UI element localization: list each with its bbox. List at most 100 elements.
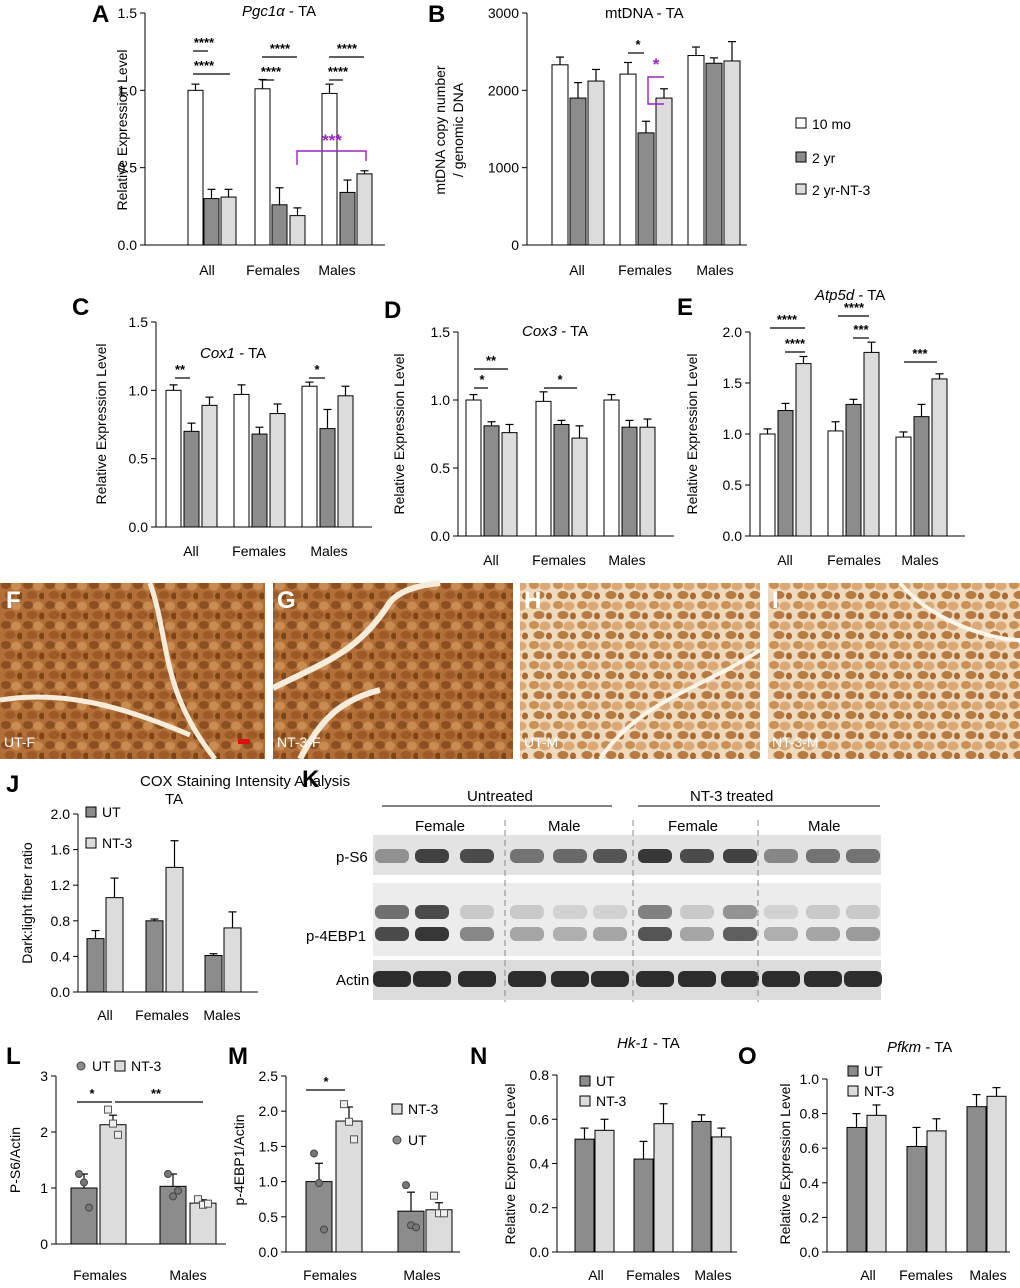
bar xyxy=(465,399,482,537)
x-tick-label: All xyxy=(199,262,215,278)
chart-title: Pfkm - TA xyxy=(887,1039,952,1056)
legend-label: NT-3 xyxy=(102,835,133,851)
micrograph-label: NT-3-F xyxy=(277,734,321,750)
x-tick-label: All xyxy=(588,1267,604,1283)
y-tick-label: 1.0 xyxy=(723,426,743,442)
blot-band xyxy=(762,971,800,987)
bar xyxy=(711,1136,732,1253)
bar xyxy=(305,1181,333,1253)
significance-marker: ** xyxy=(486,353,497,368)
bar xyxy=(165,389,182,528)
micrograph-g: G NT-3-F xyxy=(271,580,513,761)
blot-band xyxy=(460,927,494,941)
bar xyxy=(691,1120,712,1253)
significance-marker: **** xyxy=(194,35,215,50)
x-tick-label: Females xyxy=(532,552,586,568)
legend-label: UT xyxy=(596,1073,615,1089)
data-point xyxy=(440,1209,448,1218)
y-tick-label: 0 xyxy=(511,237,519,253)
bar xyxy=(633,1158,654,1253)
legend-swatch-10mo xyxy=(795,117,807,129)
bar xyxy=(653,1123,674,1253)
y-axis-label: P-S6/Actin xyxy=(7,1127,23,1193)
y-tick-label: 0.4 xyxy=(800,1175,820,1191)
scale-bar xyxy=(238,739,250,744)
y-tick-label: 2.5 xyxy=(259,1068,279,1084)
legend-label-10mo: 10 mo xyxy=(812,116,851,132)
blot-band xyxy=(460,849,494,863)
legend-label-2yr: 2 yr xyxy=(812,150,836,166)
x-tick-label: Females xyxy=(618,262,672,278)
blot-subgroup-label: Male xyxy=(548,818,581,835)
blot-band xyxy=(846,927,880,941)
blot-subgroup-label: Male xyxy=(808,818,841,835)
bar xyxy=(105,897,124,993)
bar xyxy=(483,425,500,537)
x-tick-label: All xyxy=(860,1267,876,1283)
bar xyxy=(356,173,373,246)
x-tick-label: Males xyxy=(310,543,347,559)
y-tick-label: 1.0 xyxy=(431,392,451,408)
blot-row-label: Actin xyxy=(336,972,369,989)
y-tick-label: 1.5 xyxy=(723,375,743,391)
panel-letter-o: O xyxy=(738,1043,757,1070)
bar xyxy=(335,1120,363,1253)
data-point xyxy=(350,1135,358,1144)
bar xyxy=(619,73,637,246)
data-point xyxy=(114,1130,122,1139)
legend-swatch xyxy=(114,1060,126,1072)
panel-letter-j: J xyxy=(6,771,19,798)
micrograph-label: NT-3-M xyxy=(772,734,819,750)
bar xyxy=(339,191,356,246)
bar xyxy=(571,437,588,537)
blot-band xyxy=(415,905,449,919)
chart-title: COX Staining Intensity Analysis xyxy=(140,773,350,790)
blot-band xyxy=(510,849,544,863)
y-tick-label: 1.0 xyxy=(259,1174,279,1190)
blot-band xyxy=(510,905,544,919)
y-tick-label: 1.0 xyxy=(800,1071,820,1087)
significance-marker: * xyxy=(89,1086,95,1101)
bar xyxy=(569,97,587,246)
x-tick-label: Females xyxy=(135,1007,189,1023)
chart-title-line2: TA xyxy=(165,791,183,808)
significance-marker: **** xyxy=(785,336,806,351)
y-tick-label: 0.0 xyxy=(51,984,71,1000)
y-tick-label: 0.0 xyxy=(530,1244,550,1260)
data-point xyxy=(109,1119,117,1128)
significance-line xyxy=(647,76,664,105)
bar xyxy=(587,80,605,246)
charts-layer: 0.0 0.5 1.0 1.5 Relative Expression Level Pgc… xyxy=(7,3,1010,1283)
legend-swatch xyxy=(847,1065,859,1077)
chart-panel-e: 0.0 0.5 1.0 1.5 2.0 Relative Expression Level… xyxy=(684,287,965,568)
x-tick-label: Males xyxy=(696,262,733,278)
blot-band xyxy=(375,849,409,863)
x-tick-label: Males xyxy=(969,1267,1006,1283)
blot-band xyxy=(375,905,409,919)
micrograph-h: H UT-M xyxy=(520,583,762,761)
significance-marker: * xyxy=(635,37,641,52)
x-tick-label: Males xyxy=(169,1267,206,1283)
y-tick-label: 0.6 xyxy=(530,1111,550,1127)
legend-label: NT-3 xyxy=(596,1093,627,1109)
panel-letter-g: G xyxy=(277,587,296,614)
y-tick-label: 0.0 xyxy=(723,528,743,544)
panel-letter-n: N xyxy=(470,1043,487,1070)
blot-band xyxy=(721,971,759,987)
y-tick-label: 0.5 xyxy=(431,460,451,476)
chart-title: mtDNA - TA xyxy=(605,5,684,22)
y-tick-label: 0.0 xyxy=(800,1244,820,1260)
legend-label: UT xyxy=(92,1058,111,1074)
blot-band xyxy=(723,849,757,863)
y-tick-label: 0.5 xyxy=(129,451,149,467)
legend-label: UT xyxy=(408,1132,427,1148)
legend-swatch xyxy=(76,1061,86,1071)
legend-swatch xyxy=(392,1135,402,1145)
data-point xyxy=(204,1199,212,1208)
blot-band xyxy=(846,849,880,863)
y-axis-label: Relative Expression Level xyxy=(93,343,109,504)
blot-band xyxy=(375,927,409,941)
blot-group-label: Untreated xyxy=(467,788,533,805)
bar xyxy=(866,1114,887,1253)
legend-swatch-2yr xyxy=(795,151,807,163)
